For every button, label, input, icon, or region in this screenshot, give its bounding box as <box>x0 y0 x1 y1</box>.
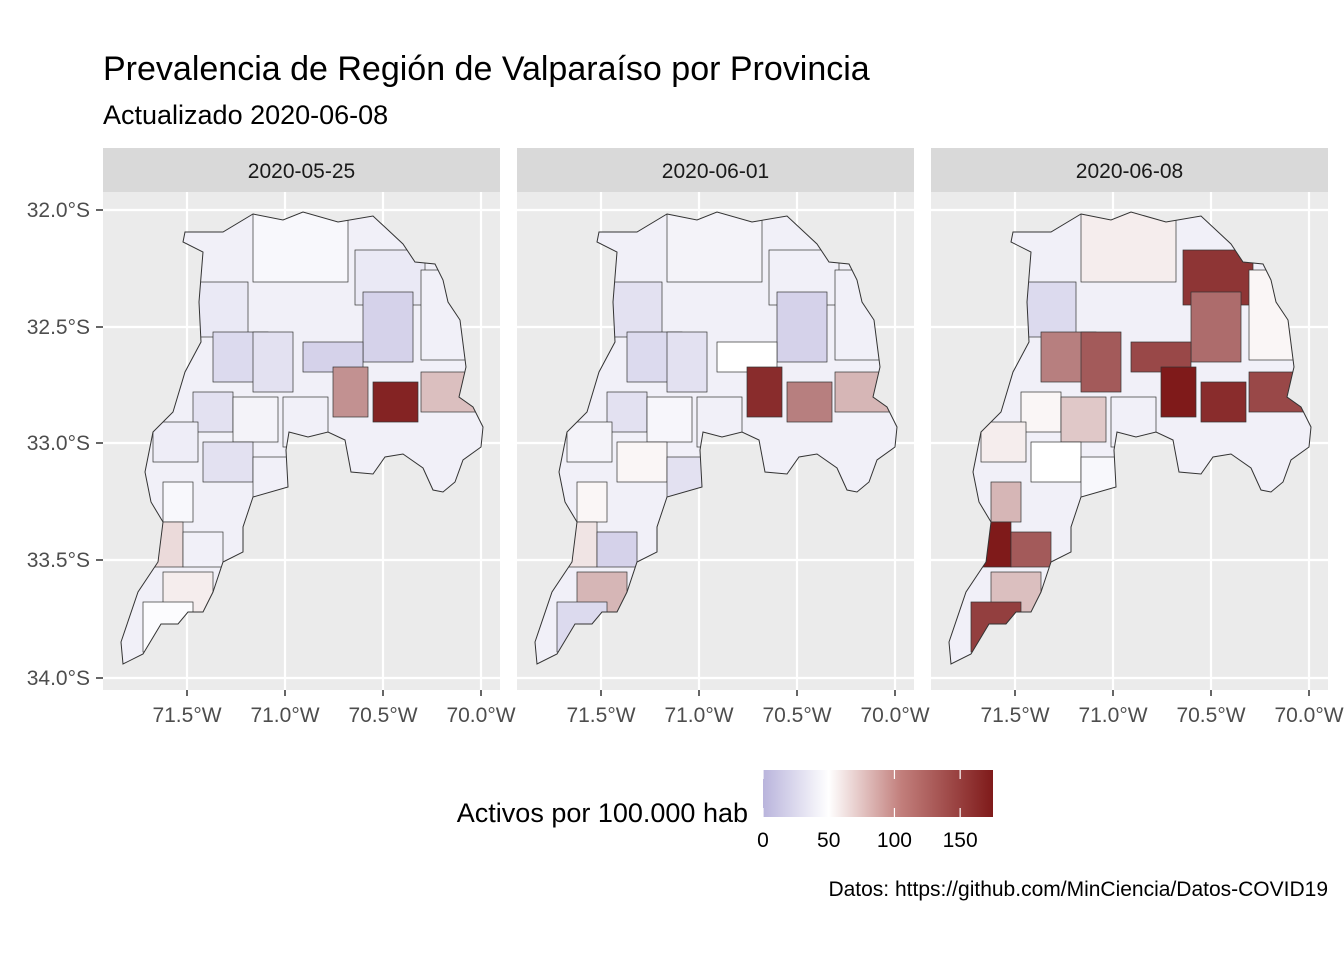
commune-area <box>1080 331 1122 393</box>
region-map <box>121 212 483 664</box>
legend-tick-label: 100 <box>877 829 912 852</box>
commune-area <box>566 421 613 463</box>
commune-area <box>786 381 833 423</box>
x-tick-label: 70.0°W <box>446 704 515 727</box>
facet-panel: 2020-06-01 71.5°W 71.0°W 70.5°W 70.0°W <box>517 148 930 727</box>
x-tick-label: 71.5°W <box>566 704 635 727</box>
x-tick-label: 71.5°W <box>152 704 221 727</box>
commune-area <box>162 481 194 523</box>
region-map <box>949 212 1311 664</box>
x-tick-label: 70.5°W <box>348 704 417 727</box>
commune-area <box>606 391 648 433</box>
region-map <box>535 212 897 664</box>
commune-area <box>1030 441 1082 483</box>
facet-strip <box>931 148 1328 192</box>
y-tick-label: 34.0°S <box>27 667 90 690</box>
legend-tick-label: 50 <box>817 829 840 852</box>
facet-strip <box>517 148 914 192</box>
commune-area <box>776 291 828 363</box>
commune-area <box>616 441 668 483</box>
commune-area <box>372 381 419 423</box>
commune-area <box>1160 366 1197 418</box>
y-tick-label: 33.0°S <box>27 432 90 455</box>
facet-strip <box>103 148 500 192</box>
facet-label: 2020-06-08 <box>1076 160 1183 183</box>
x-tick-label: 71.0°W <box>1078 704 1147 727</box>
x-tick-label: 71.0°W <box>664 704 733 727</box>
commune-area <box>1190 291 1242 363</box>
y-tick-label: 33.5°S <box>27 549 90 572</box>
commune-area <box>646 396 693 443</box>
commune-area <box>596 531 638 568</box>
region-outline <box>120 211 484 665</box>
x-tick-label: 71.5°W <box>980 704 1049 727</box>
region-outline <box>534 211 898 665</box>
commune-area <box>232 396 279 443</box>
commune-area <box>192 391 234 433</box>
commune-area <box>332 366 369 418</box>
x-tick-label: 71.0°W <box>250 704 319 727</box>
commune-area <box>362 291 414 363</box>
facet-label: 2020-06-01 <box>662 160 769 183</box>
commune-area <box>666 331 708 393</box>
legend-colorbar <box>763 770 993 817</box>
y-tick-label: 32.0°S <box>27 199 90 222</box>
y-tick-label: 32.5°S <box>27 316 90 339</box>
commune-area <box>980 421 1027 463</box>
commune-area <box>1080 212 1177 283</box>
x-tick-label: 70.5°W <box>1176 704 1245 727</box>
commune-area <box>666 212 763 283</box>
commune-area <box>576 481 608 523</box>
commune-area <box>152 421 199 463</box>
x-tick-label: 70.5°W <box>762 704 831 727</box>
legend-tick-label: 150 <box>943 829 978 852</box>
facet-panel: 2020-05-25 71.5°W 71.0°W 70.5°W 70.0°W <box>103 148 516 727</box>
commune-area <box>252 212 349 283</box>
data-source-caption: Datos: https://github.com/MinCiencia/Dat… <box>828 878 1328 901</box>
legend-tick-label: 0 <box>757 829 769 852</box>
facet-label: 2020-05-25 <box>248 160 355 183</box>
commune-area <box>1010 531 1052 568</box>
commune-area <box>252 331 294 393</box>
chart-subtitle: Actualizado 2020-06-08 <box>103 100 389 130</box>
commune-area <box>746 366 783 418</box>
legend-ticks: 0 50 100 150 <box>757 770 978 852</box>
commune-area <box>1020 391 1062 433</box>
commune-area <box>1060 396 1107 443</box>
chart-title: Prevalencia de Región de Valparaíso por … <box>103 50 870 88</box>
commune-area <box>1200 381 1247 423</box>
facet-panel: 2020-06-08 71.5°W 71.0°W 70.5°W 70.0°W <box>931 148 1344 727</box>
legend-title: Activos por 100.000 hab <box>457 798 748 828</box>
y-axis: 32.0°S 32.5°S 33.0°S 33.5°S 34.0°S <box>27 199 103 690</box>
x-tick-label: 70.0°W <box>860 704 929 727</box>
legend: Activos por 100.000 hab 0 50 100 150 <box>457 770 993 852</box>
x-tick-label: 70.0°W <box>1274 704 1343 727</box>
region-outline <box>948 211 1312 665</box>
commune-area <box>202 441 254 483</box>
commune-area <box>182 531 224 568</box>
commune-area <box>990 481 1022 523</box>
